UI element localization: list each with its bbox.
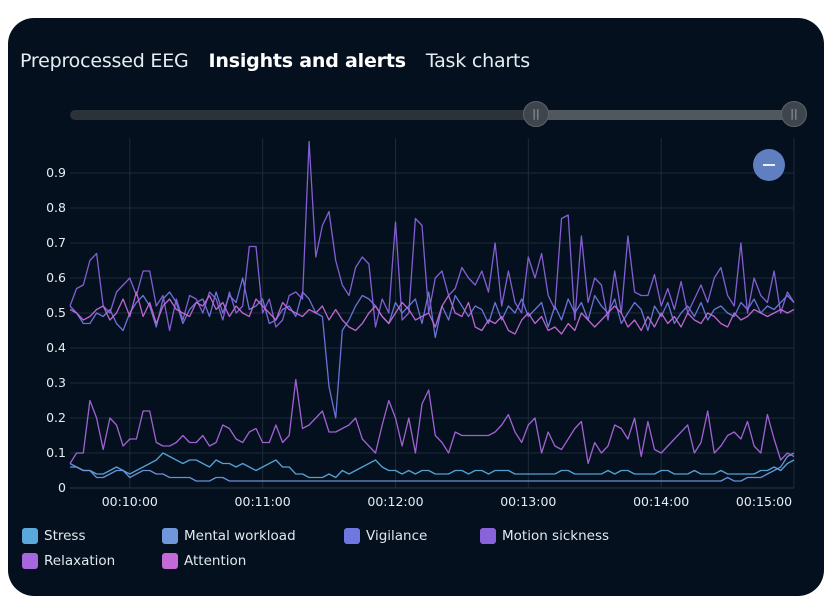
- grip-icon: ||: [790, 107, 798, 120]
- legend-item-mental-workload[interactable]: Mental workload: [162, 528, 296, 544]
- tab-bar: Preprocessed EEG Insights and alerts Tas…: [20, 50, 550, 72]
- legend-swatch: [344, 528, 360, 544]
- minus-icon: [763, 164, 775, 166]
- x-tick-label: 00:15:00: [736, 494, 792, 509]
- slider-selected-range[interactable]: [537, 110, 794, 120]
- legend-label: Relaxation: [44, 553, 116, 569]
- series-line-vigilance: [69, 277, 795, 419]
- slider-handle-start[interactable]: ||: [523, 101, 549, 127]
- legend-item-stress[interactable]: Stress: [22, 528, 86, 544]
- legend-swatch: [22, 528, 38, 544]
- tab-task-charts[interactable]: Task charts: [425, 50, 530, 72]
- legend-label: Stress: [44, 528, 86, 544]
- legend-swatch: [162, 528, 178, 544]
- y-tick-label: 0.1: [46, 445, 66, 460]
- series-line-relaxation: [69, 378, 795, 465]
- y-tick-label: 0.4: [46, 340, 66, 355]
- legend-item-attention[interactable]: Attention: [162, 553, 246, 569]
- series-line-stress: [70, 452, 795, 479]
- y-tick-label: 0.9: [46, 165, 66, 180]
- legend-swatch: [480, 528, 496, 544]
- x-tick-label: 00:14:00: [633, 494, 689, 509]
- zoom-out-button[interactable]: [753, 149, 785, 181]
- y-tick-label: 0: [58, 480, 66, 495]
- y-tick-label: 0.8: [46, 200, 66, 215]
- y-tick-label: 0.3: [46, 375, 66, 390]
- eeg-insights-line-chart: 0 0.1 0.2 0.3 0.4 0.5 0.6 0.7 0.8 0.9 00:10:00 00:1…: [46, 138, 795, 509]
- series-line-attention: [69, 291, 795, 335]
- y-tick-label: 0.2: [46, 410, 66, 425]
- grip-icon: ||: [532, 107, 540, 120]
- legend-label: Motion sickness: [502, 528, 610, 544]
- x-tick-label: 00:10:00: [102, 494, 158, 509]
- x-tick-label: 00:13:00: [500, 494, 556, 509]
- legend-swatch: [22, 553, 38, 569]
- x-tick-label: 00:12:00: [367, 494, 423, 509]
- time-range-slider[interactable]: || ||: [70, 101, 807, 127]
- legend-item-vigilance[interactable]: Vigilance: [344, 528, 427, 544]
- insights-panel: Preprocessed EEG Insights and alerts Tas…: [8, 18, 824, 596]
- x-tick-label: 00:11:00: [235, 494, 291, 509]
- legend-item-motion-sickness[interactable]: Motion sickness: [480, 528, 609, 544]
- tab-preprocessed-eeg[interactable]: Preprocessed EEG: [20, 50, 189, 72]
- legend-swatch: [162, 553, 178, 569]
- y-tick-label: 0.7: [46, 235, 66, 250]
- legend-label: Attention: [184, 553, 247, 569]
- series-line-mental-workload: [69, 452, 795, 482]
- legend-item-relaxation[interactable]: Relaxation: [22, 553, 115, 569]
- legend-label: Vigilance: [366, 528, 428, 544]
- legend-label: Mental workload: [184, 528, 296, 544]
- y-tick-label: 0.5: [46, 305, 66, 320]
- series-line-motion-sickness: [69, 140, 795, 332]
- tab-insights-and-alerts[interactable]: Insights and alerts: [208, 50, 406, 72]
- slider-handle-end[interactable]: ||: [781, 101, 807, 127]
- y-tick-label: 0.6: [46, 270, 66, 285]
